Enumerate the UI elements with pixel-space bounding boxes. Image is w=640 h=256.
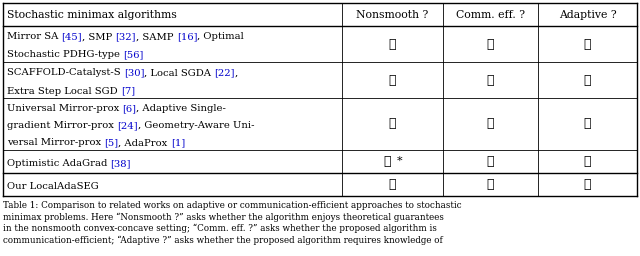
Text: Our LocalAdaSEG: Our LocalAdaSEG <box>7 182 99 191</box>
Text: ,: , <box>235 69 238 78</box>
Text: [45]: [45] <box>61 33 82 41</box>
Text: minimax problems. Here “Nonsmooth ?” asks whether the algorithm enjoys theoretic: minimax problems. Here “Nonsmooth ?” ask… <box>3 212 444 222</box>
Text: *: * <box>397 156 403 166</box>
Text: [7]: [7] <box>121 87 135 95</box>
Text: ✓: ✓ <box>487 178 494 191</box>
Text: Universal Mirror-prox: Universal Mirror-prox <box>7 104 122 113</box>
Text: [24]: [24] <box>117 121 138 130</box>
Text: ✓: ✓ <box>388 118 396 131</box>
Text: Stochastic minimax algorithms: Stochastic minimax algorithms <box>7 9 177 19</box>
Text: [16]: [16] <box>177 33 197 41</box>
Text: , Adaptive Single-: , Adaptive Single- <box>136 104 227 113</box>
Text: [56]: [56] <box>123 50 143 59</box>
Text: ✗: ✗ <box>388 74 396 87</box>
Text: versal Mirror-prox: versal Mirror-prox <box>7 138 104 147</box>
Text: SCAFFOLD-Catalyst-S: SCAFFOLD-Catalyst-S <box>7 69 124 78</box>
Text: [5]: [5] <box>104 138 118 147</box>
Text: [1]: [1] <box>171 138 185 147</box>
Text: Comm. eff. ?: Comm. eff. ? <box>456 9 525 19</box>
Text: [32]: [32] <box>115 33 136 41</box>
Text: [38]: [38] <box>111 159 131 168</box>
Text: ✗: ✗ <box>487 118 494 131</box>
Text: , Geometry-Aware Uni-: , Geometry-Aware Uni- <box>138 121 254 130</box>
Text: Extra Step Local SGD: Extra Step Local SGD <box>7 87 121 95</box>
Text: ✗: ✗ <box>487 38 494 51</box>
Text: ✓: ✓ <box>388 178 396 191</box>
Text: gradient Mirror-prox: gradient Mirror-prox <box>7 121 117 130</box>
Text: ✗: ✗ <box>384 155 391 168</box>
Text: , Local SGDA: , Local SGDA <box>144 69 214 78</box>
Text: communication-efficient; “Adaptive ?” asks whether the proposed algorithm requir: communication-efficient; “Adaptive ?” as… <box>3 236 443 245</box>
Text: Table 1: Comparison to related works on adaptive or communication-efficient appr: Table 1: Comparison to related works on … <box>3 201 461 210</box>
Text: , AdaProx: , AdaProx <box>118 138 171 147</box>
Text: , Optimal: , Optimal <box>197 33 244 41</box>
Text: Stochastic PDHG-type: Stochastic PDHG-type <box>7 50 123 59</box>
Text: Adaptive ?: Adaptive ? <box>559 9 616 19</box>
Text: ✓: ✓ <box>487 74 494 87</box>
Text: ✓: ✓ <box>584 155 591 168</box>
Text: ✓: ✓ <box>584 118 591 131</box>
Text: in the nonsmooth convex-concave setting; “Comm. eff. ?” asks whether the propose: in the nonsmooth convex-concave setting;… <box>3 224 437 233</box>
Text: , SMP: , SMP <box>82 33 115 41</box>
Text: ✗: ✗ <box>584 38 591 51</box>
Text: [30]: [30] <box>124 69 144 78</box>
Text: , SAMP: , SAMP <box>136 33 177 41</box>
Text: [6]: [6] <box>122 104 136 113</box>
Text: [22]: [22] <box>214 69 235 78</box>
Text: ✗: ✗ <box>584 74 591 87</box>
Text: ✓: ✓ <box>584 178 591 191</box>
Text: Mirror SA: Mirror SA <box>7 33 61 41</box>
Text: Nonsmooth ?: Nonsmooth ? <box>356 9 429 19</box>
Text: ✗: ✗ <box>487 155 494 168</box>
Text: Optimistic AdaGrad: Optimistic AdaGrad <box>7 159 111 168</box>
Text: ✓: ✓ <box>388 38 396 51</box>
